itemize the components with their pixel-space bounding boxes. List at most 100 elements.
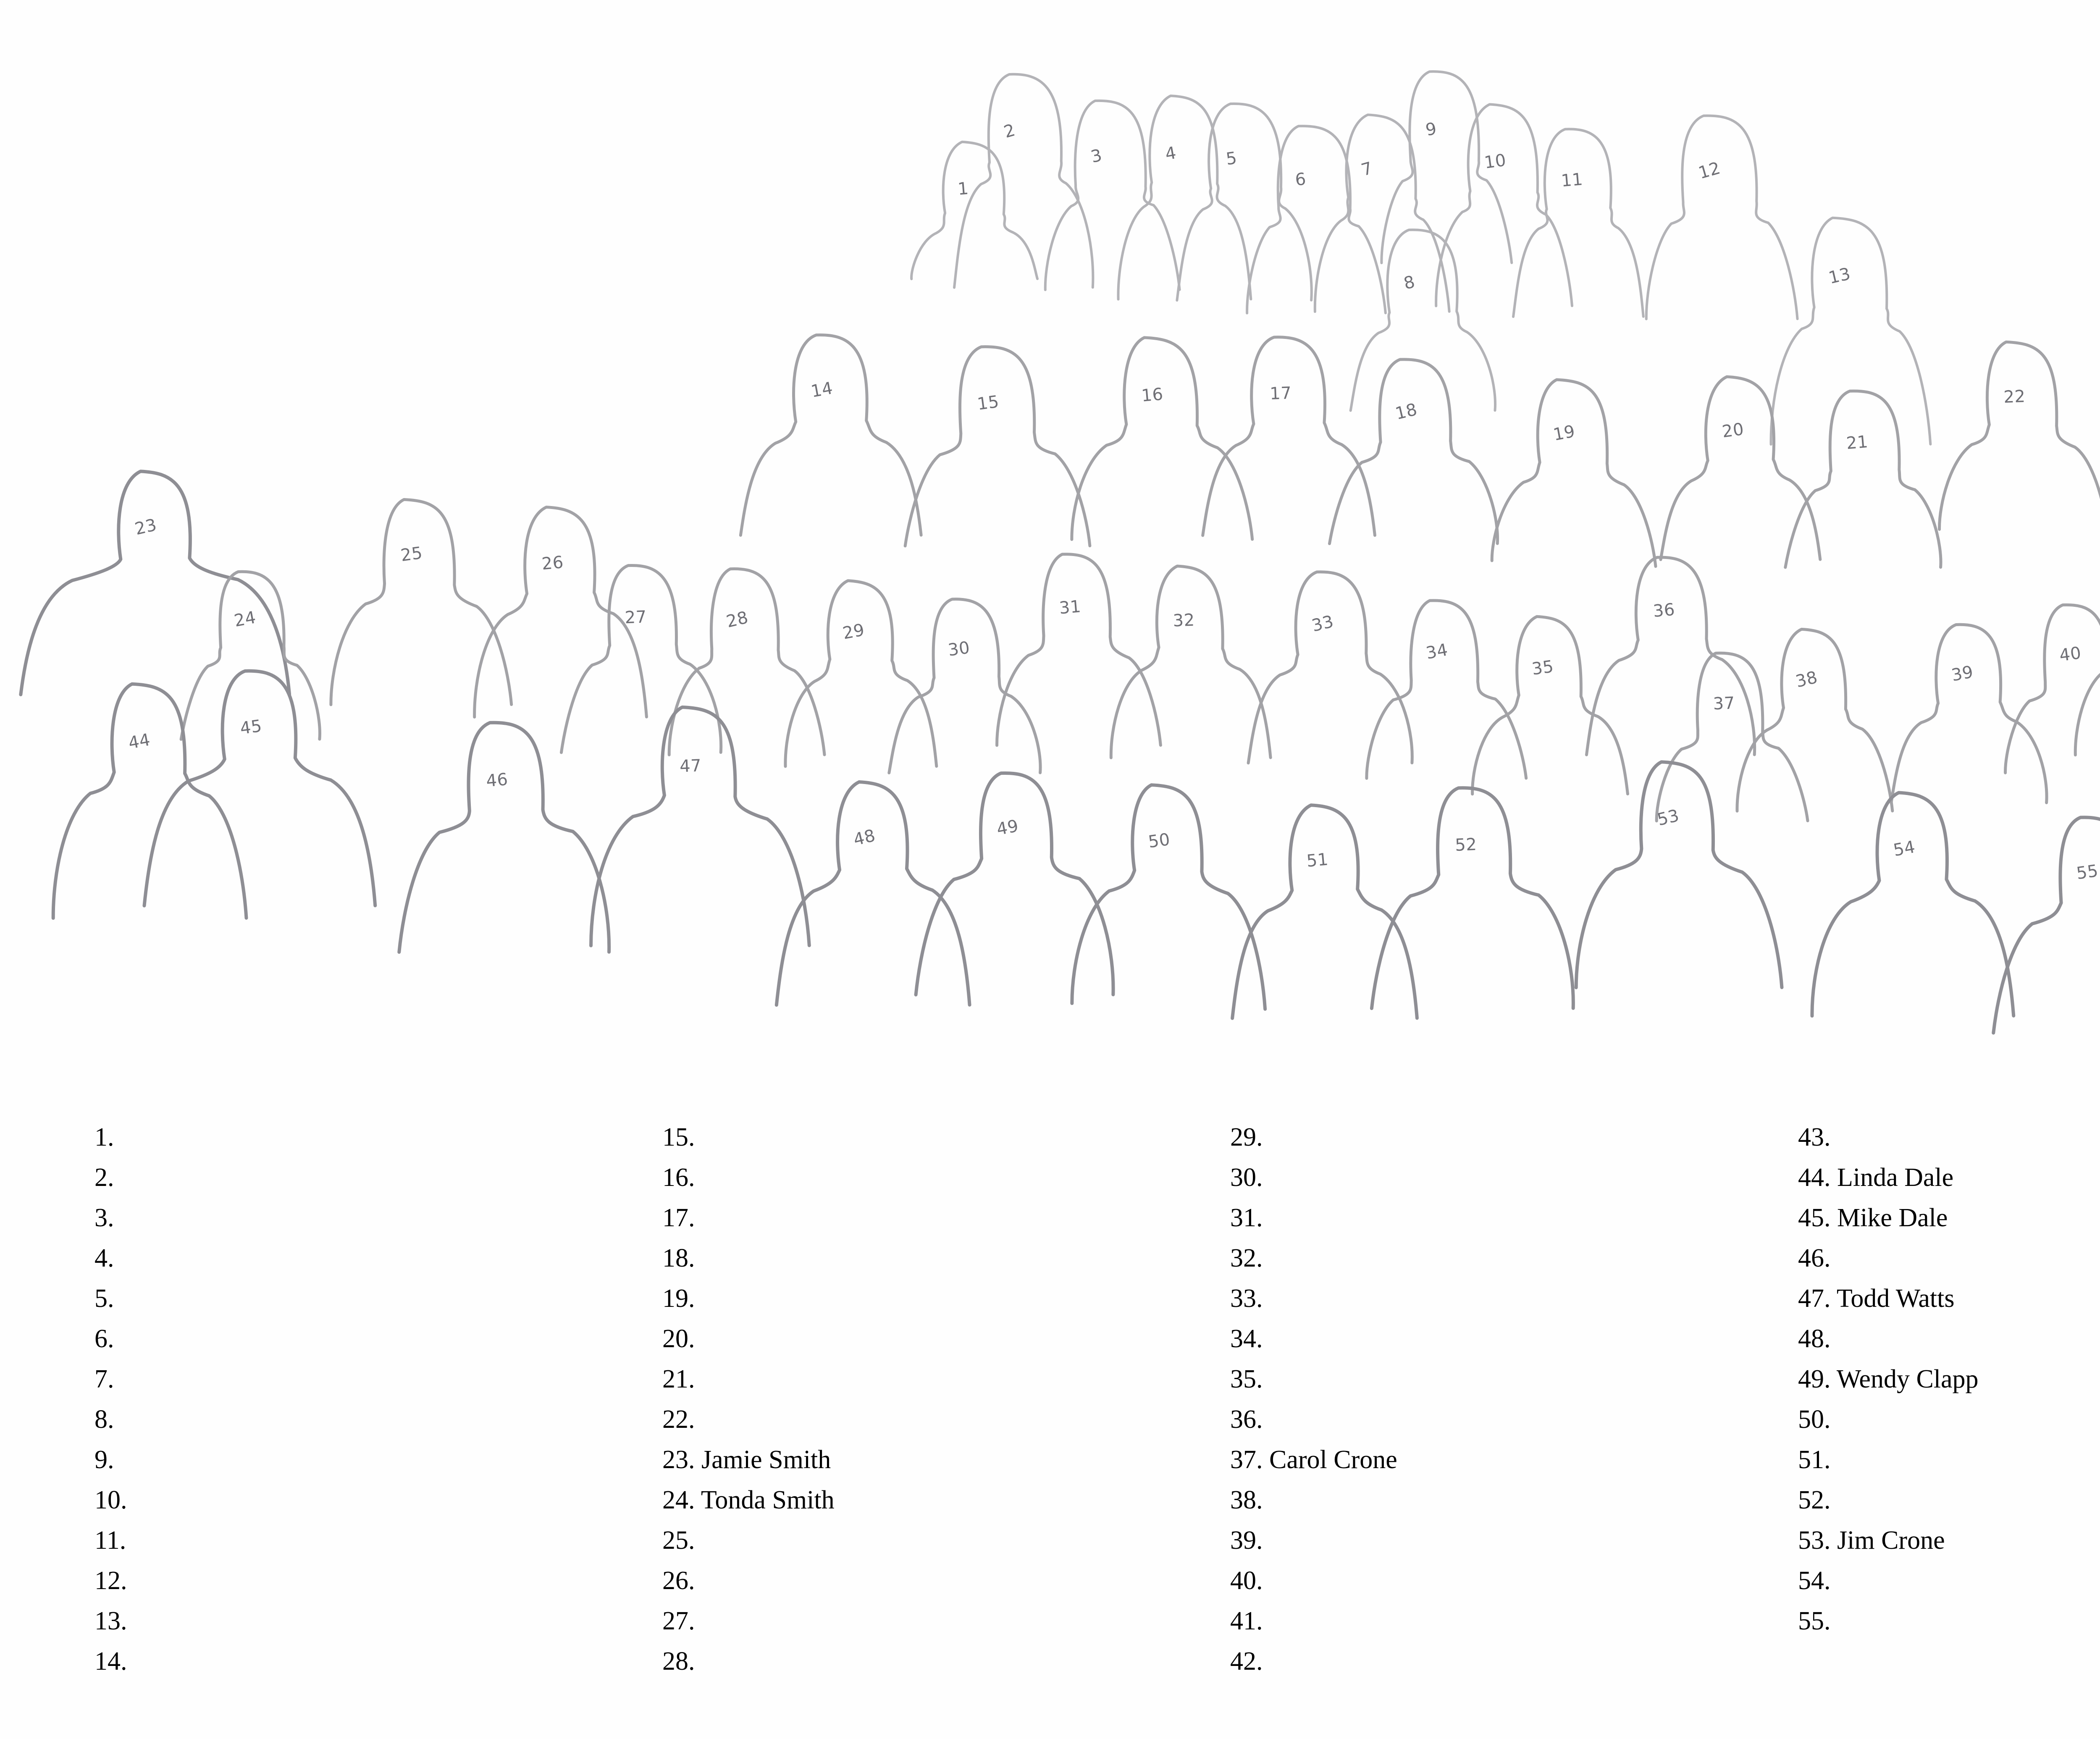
- figure-silhouette-27: [559, 564, 723, 754]
- figure-number-22: 22: [2003, 387, 2026, 407]
- roster-entry-number: 51.: [1798, 1445, 1831, 1474]
- roster-entry-name: Jamie Smith: [695, 1445, 831, 1474]
- figure-silhouette-46: [397, 721, 611, 954]
- roster-entry-name: Jim Crone: [1830, 1526, 1945, 1555]
- roster-entry: 53. Jim Crone: [1798, 1520, 2100, 1561]
- figure-silhouette-16: [1070, 336, 1254, 541]
- roster-entry: 8.: [94, 1399, 662, 1440]
- figure-silhouette-38: [1735, 627, 1894, 813]
- figure-silhouette-6: [1246, 125, 1387, 315]
- roster-entry: 50.: [1798, 1399, 2100, 1440]
- roster-entry: 47. Todd Watts: [1798, 1278, 2100, 1319]
- figure-silhouette-30: [887, 598, 1042, 774]
- figure-layer: [19, 70, 2100, 1035]
- figure-number-32: 32: [1173, 611, 1195, 631]
- roster-entry-number: 43.: [1798, 1123, 1831, 1151]
- figure-number-4: 4: [1164, 143, 1178, 164]
- figure-silhouette-5: [1176, 102, 1313, 302]
- roster-entry-number: 9.: [94, 1445, 114, 1474]
- roster-entry: 1.: [94, 1117, 662, 1157]
- roster-entry-number: 24.: [662, 1486, 695, 1514]
- roster-entry-number: 18.: [662, 1244, 695, 1272]
- figure-number-45: 45: [239, 716, 263, 739]
- column-4: 43. 44. Linda Dale 45. Mike Dale 46. 47. Tod…: [1798, 1117, 2100, 1739]
- roster-entry: 14.: [94, 1641, 662, 1681]
- figure-silhouette-51: [1231, 803, 1419, 1020]
- roster-entry: 28.: [662, 1641, 1230, 1681]
- roster-entry: 34.: [1230, 1319, 1798, 1359]
- roster-entry-number: 41.: [1230, 1607, 1263, 1635]
- roster-entry-name: Tonda Smith: [695, 1486, 835, 1514]
- figure-silhouette-48: [774, 780, 971, 1007]
- roster-entry-number: 40.: [1230, 1566, 1263, 1595]
- figure-number-14: 14: [809, 378, 834, 401]
- roster-entry-name: Mike Dale: [1830, 1204, 1948, 1232]
- roster-entry: 55.: [1798, 1601, 2100, 1641]
- figure-silhouette-15: [903, 345, 1092, 548]
- figure-silhouette-29: [784, 579, 938, 768]
- roster-entry: 18.: [662, 1238, 1230, 1278]
- roster-entry: 36.: [1230, 1399, 1798, 1440]
- figure-number-51: 51: [1306, 850, 1329, 871]
- figure-silhouette-28: [667, 567, 826, 756]
- roster-entry: 30.: [1230, 1157, 1798, 1198]
- roster-entry-number: 8.: [94, 1405, 114, 1434]
- roster-entry-number: 1.: [94, 1123, 114, 1151]
- figure-silhouette-36: [1585, 556, 1756, 756]
- roster-entry: 15.: [662, 1117, 1230, 1157]
- figure-number-6: 6: [1294, 170, 1307, 190]
- roster-entry: 49. Wendy Clapp: [1798, 1359, 2100, 1399]
- roster-entry: 17.: [662, 1198, 1230, 1238]
- figure-silhouette-24: [179, 570, 321, 741]
- roster-entry-number: 17.: [662, 1204, 695, 1232]
- roster-entry: 51.: [1798, 1440, 2100, 1480]
- figure-number-24: 24: [233, 608, 257, 631]
- figure-silhouette-50: [1070, 783, 1267, 1011]
- figure-number-33: 33: [1310, 612, 1336, 636]
- roster-entry: 13.: [94, 1601, 662, 1641]
- roster-entry: 2.: [94, 1157, 662, 1198]
- roster-entry-name: Carol Crone: [1263, 1445, 1397, 1474]
- figure-silhouette-22: [1938, 340, 2100, 531]
- figure-number-5: 5: [1225, 148, 1238, 169]
- roster-entry: 41.: [1230, 1601, 1798, 1641]
- roster-entry: 33.: [1230, 1278, 1798, 1319]
- roster-entry-number: 44.: [1798, 1163, 1831, 1192]
- figure-silhouette-20: [1659, 375, 1822, 561]
- roster-entry: 20.: [662, 1319, 1230, 1359]
- figure-number-13: 13: [1827, 264, 1852, 288]
- roster-entry-number: 34.: [1230, 1325, 1263, 1353]
- roster-entry-number: 26.: [662, 1566, 695, 1595]
- roster-entry-name: Linda Dale: [1830, 1163, 1954, 1192]
- figure-silhouette-2: [953, 73, 1095, 289]
- roster-entry-number: 52.: [1798, 1486, 1831, 1514]
- figure-number-44: 44: [127, 730, 152, 753]
- figure-silhouette-37: [1655, 651, 1809, 823]
- roster-entry: 27.: [662, 1601, 1230, 1641]
- roster-entry: 44. Linda Dale: [1798, 1157, 2100, 1198]
- figure-silhouette-55: [1992, 816, 2100, 1035]
- roster-entry-number: 46.: [1798, 1244, 1831, 1272]
- roster-entry-number: 48.: [1798, 1325, 1831, 1353]
- figure-silhouette-8: [1349, 228, 1497, 412]
- figure-silhouette-7: [1313, 113, 1451, 313]
- roster-entry-number: 39.: [1230, 1526, 1263, 1555]
- roster-entry-number: 23.: [662, 1445, 695, 1474]
- roster-entry: 3.: [94, 1198, 662, 1238]
- roster-entry: 29.: [1230, 1117, 1798, 1157]
- figure-number-16: 16: [1141, 385, 1164, 406]
- figure-number-7: 7: [1359, 158, 1375, 180]
- figure-silhouette-34: [1365, 599, 1528, 780]
- roster-entry: 32.: [1230, 1238, 1798, 1278]
- column-1: 1. 2. 3. 4. 5. 6. 7. 8. 9. 10. 11. 12. 13. 14.: [94, 1117, 662, 1739]
- figure-number-3: 3: [1089, 146, 1104, 167]
- figure-number-28: 28: [724, 608, 750, 632]
- roster-entry: 43.: [1798, 1117, 2100, 1157]
- column-2: 15. 16. 17. 18. 19. 20. 21. 22. 23. Jamie Smith 2…: [662, 1117, 1230, 1739]
- roster-entry-number: 5.: [94, 1284, 114, 1313]
- figure-number-55: 55: [2075, 861, 2100, 884]
- figure-number-26: 26: [541, 553, 564, 574]
- roster-entry-name: Wendy Clapp: [1830, 1365, 1979, 1393]
- figure-number-37: 37: [1713, 694, 1735, 714]
